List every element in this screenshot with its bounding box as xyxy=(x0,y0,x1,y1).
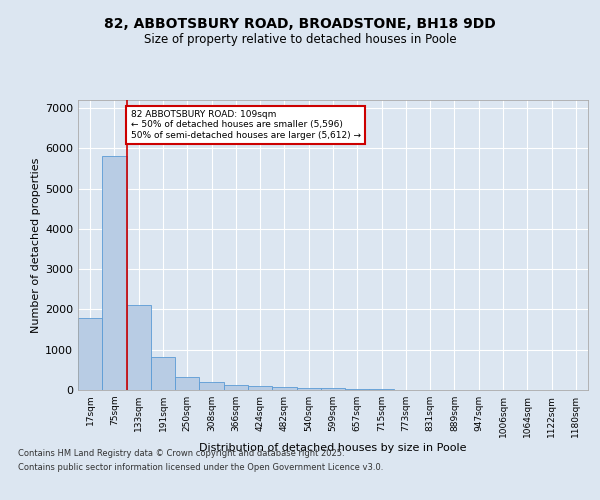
Text: Size of property relative to detached houses in Poole: Size of property relative to detached ho… xyxy=(143,32,457,46)
Bar xyxy=(321,388,345,390)
Text: Contains public sector information licensed under the Open Government Licence v3: Contains public sector information licen… xyxy=(18,464,383,472)
Bar xyxy=(272,387,296,390)
Y-axis label: Number of detached properties: Number of detached properties xyxy=(31,158,41,332)
Text: 82 ABBOTSBURY ROAD: 109sqm
← 50% of detached houses are smaller (5,596)
50% of s: 82 ABBOTSBURY ROAD: 109sqm ← 50% of deta… xyxy=(131,110,361,140)
Bar xyxy=(224,385,248,390)
Bar xyxy=(78,318,102,390)
X-axis label: Distribution of detached houses by size in Poole: Distribution of detached houses by size … xyxy=(199,442,467,452)
Bar xyxy=(370,389,394,390)
Bar xyxy=(127,306,151,390)
Text: Contains HM Land Registry data © Crown copyright and database right 2025.: Contains HM Land Registry data © Crown c… xyxy=(18,448,344,458)
Bar xyxy=(151,357,175,390)
Bar xyxy=(102,156,127,390)
Bar xyxy=(175,376,199,390)
Text: 82, ABBOTSBURY ROAD, BROADSTONE, BH18 9DD: 82, ABBOTSBURY ROAD, BROADSTONE, BH18 9D… xyxy=(104,18,496,32)
Bar xyxy=(199,382,224,390)
Bar xyxy=(296,388,321,390)
Bar xyxy=(345,389,370,390)
Bar xyxy=(248,386,272,390)
